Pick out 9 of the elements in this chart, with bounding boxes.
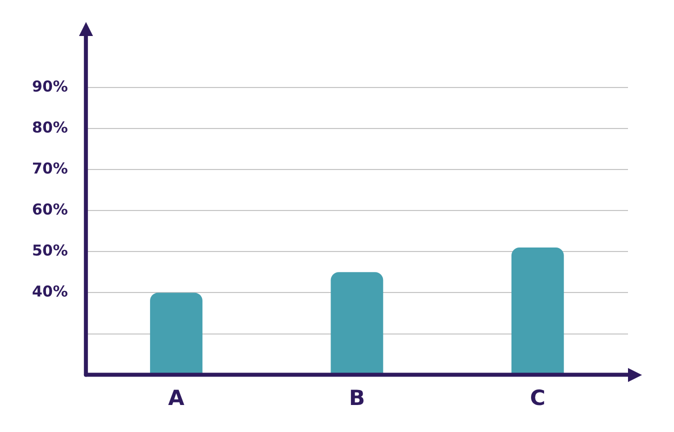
x-tick-label: C [530, 386, 546, 410]
x-tick-label: B [348, 386, 365, 410]
y-tick-label: 80% [32, 118, 68, 136]
y-tick-label: 60% [32, 200, 68, 218]
y-tick-label: 50% [32, 242, 68, 260]
x-tick-label: A [168, 386, 186, 410]
y-tick-label: 90% [32, 77, 68, 96]
y-tick-label: 70% [32, 159, 68, 178]
y-tick-label: 40% [32, 282, 68, 301]
